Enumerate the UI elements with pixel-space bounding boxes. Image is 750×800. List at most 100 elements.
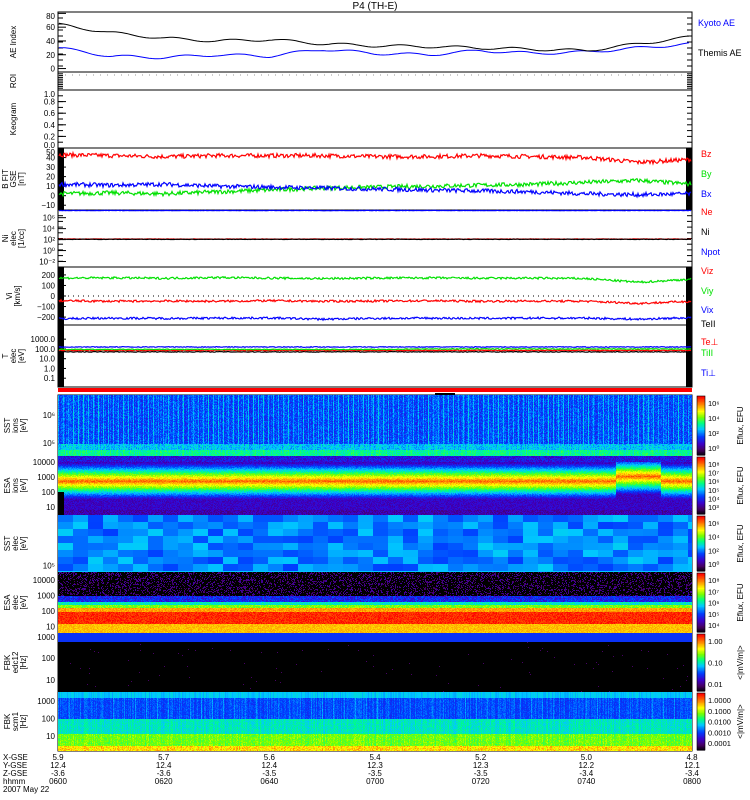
y-tick-label: 10⁴: [43, 225, 56, 234]
colorbar-swatch: [697, 560, 705, 562]
colorbar-swatch: [697, 626, 705, 629]
y-axis-label: ESAions[eV]: [3, 477, 28, 494]
colorbar-swatch: [697, 738, 705, 741]
colorbar-swatch: [697, 509, 705, 512]
colorbar-swatch: [697, 561, 705, 564]
orbit-value: 12.2: [579, 761, 595, 770]
y-axis-label-line: T: [1, 353, 10, 358]
colorbar-swatch: [697, 421, 705, 424]
colorbar-swatch: [697, 404, 705, 407]
orbit-value: -3.5: [474, 769, 488, 778]
y-tick-label: 10: [46, 623, 55, 632]
y-tick-label: 10: [46, 732, 55, 741]
series-line-vix: [58, 316, 692, 322]
y-axis-label-line: [Hz]: [19, 655, 28, 669]
colorbar-swatch: [697, 466, 705, 469]
colorbar-swatch: [697, 652, 705, 655]
colorbar-swatch: [697, 618, 705, 621]
orbit-row-label: Z-GSE: [3, 769, 27, 778]
series-line-bx: [58, 180, 692, 199]
orbit-value: -3.4: [579, 769, 593, 778]
colorbar-swatch: [697, 578, 705, 581]
colorbar-swatch: [697, 621, 705, 624]
colorbar-swatch: [697, 589, 705, 592]
y-tick-label: 0.4: [44, 121, 56, 130]
colorbar-swatch: [697, 499, 705, 502]
y-tick-label: 100: [42, 488, 56, 497]
legend-entry: Te⊥: [701, 337, 719, 347]
series-line-teii: [59, 350, 692, 353]
colorbar-swatch: [697, 658, 705, 661]
colorbar-swatch: [697, 688, 705, 691]
colorbar-swatch: [697, 539, 705, 542]
orbit-value: 0640: [260, 777, 278, 786]
colorbar-swatch: [697, 693, 705, 696]
colorbar-swatch: [697, 577, 705, 580]
colorbar-swatch: [697, 419, 705, 422]
colorbar-swatch: [697, 422, 705, 425]
colorbar-swatch: [697, 748, 705, 751]
colorbar-swatch: [697, 717, 705, 720]
colorbar-swatch: [697, 428, 705, 431]
colorbar-swatch: [697, 505, 705, 508]
y-axis-label: ESAelec[eV]: [3, 594, 28, 611]
colorbar-swatch: [697, 701, 705, 704]
panel-roi: ROI: [9, 71, 693, 91]
colorbar-swatch: [697, 418, 705, 421]
colorbar-swatch: [697, 747, 705, 750]
orbit-value: -3.4: [685, 769, 699, 778]
orbit-row-label: Y-GSE: [3, 761, 27, 770]
y-tick-label: 10: [46, 503, 55, 512]
colorbar-title: Eflux, EFU: [736, 524, 745, 562]
colorbar-swatch: [697, 488, 705, 491]
colorbar-label: 10²: [708, 546, 719, 555]
colorbar-swatch: [697, 720, 705, 723]
orbit-value: 0620: [155, 777, 173, 786]
colorbar-swatch: [697, 452, 705, 455]
colorbar-swatch: [697, 686, 705, 689]
colorbar-swatch: [697, 444, 705, 447]
colorbar-swatch: [697, 486, 705, 489]
colorbar-swatch: [697, 586, 705, 589]
y-tick-label: −100: [37, 303, 56, 312]
colorbar-frame: [696, 633, 706, 692]
y-tick-label: 0.1: [44, 374, 56, 383]
y-tick-label: 10⁶: [43, 214, 55, 223]
colorbar-swatch: [697, 522, 705, 525]
orbit-value: -3.6: [51, 769, 65, 778]
colorbar-label: 10⁶: [708, 599, 719, 608]
y-axis-label-line: FBK: [3, 654, 12, 670]
colorbar-swatch: [697, 485, 705, 488]
colorbar-swatch: [697, 636, 705, 639]
colorbar-frame: [696, 572, 706, 633]
colorbar-swatch: [697, 484, 705, 487]
colorbar-swatch: [697, 580, 705, 583]
colorbar-swatch: [697, 641, 705, 644]
colorbar-esa-elec: Eflux, EFU: [696, 572, 745, 633]
y-axis-label-line: [Hz]: [19, 714, 28, 728]
colorbar-label: 10⁵: [708, 486, 719, 495]
orbit-value: 12.3: [473, 761, 489, 770]
colorbar-label: 10⁶: [708, 519, 719, 528]
y-axis-label-line: GSE: [9, 171, 18, 188]
colorbar-swatch: [697, 639, 705, 642]
y-tick-label: 10⁰: [43, 247, 55, 256]
colorbar-swatch: [697, 532, 705, 535]
colorbar-swatch: [697, 575, 705, 579]
colorbar-swatch: [697, 675, 705, 678]
legend-entry: TeII: [701, 319, 716, 329]
colorbar-swatch: [697, 441, 705, 444]
colorbar-swatch: [697, 679, 705, 682]
orbit-value: 5.6: [264, 753, 276, 762]
colorbar-swatch: [697, 638, 705, 641]
colorbar-label: 1.00: [708, 637, 723, 646]
colorbar-swatch: [697, 695, 705, 698]
colorbar-swatch: [697, 605, 705, 608]
colorbar-swatch: [697, 562, 705, 565]
colorbar-swatch: [697, 516, 705, 518]
colorbar-swatch: [697, 512, 705, 515]
colorbar-swatch: [697, 431, 705, 434]
colorbar-swatch: [697, 396, 705, 399]
orbit-value: -3.6: [157, 769, 171, 778]
colorbar-swatch: [697, 608, 705, 611]
